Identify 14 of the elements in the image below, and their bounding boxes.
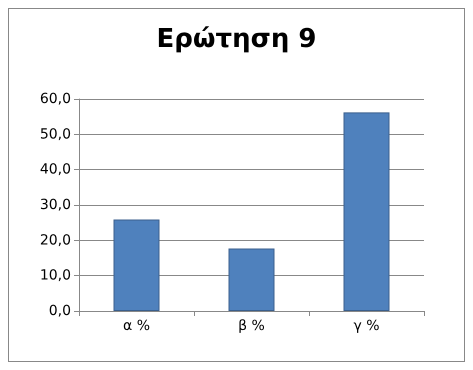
bar [114,219,160,311]
x-tick-label: β % [238,318,265,334]
x-tick-label: α % [123,318,150,334]
bar [344,112,390,311]
y-tick-label: 20,0 [40,232,71,248]
y-tick-label: 40,0 [40,162,71,178]
y-tick-label: 0,0 [48,303,71,319]
y-tick-label: 30,0 [40,197,71,213]
bar [228,248,274,311]
x-tick-label: γ % [353,318,380,334]
y-tick-label: 10,0 [40,268,71,284]
chart-title: Ερώτηση 9 [156,24,316,54]
y-tick-label: 50,0 [40,126,71,142]
y-tick-label: 60,0 [40,91,71,107]
